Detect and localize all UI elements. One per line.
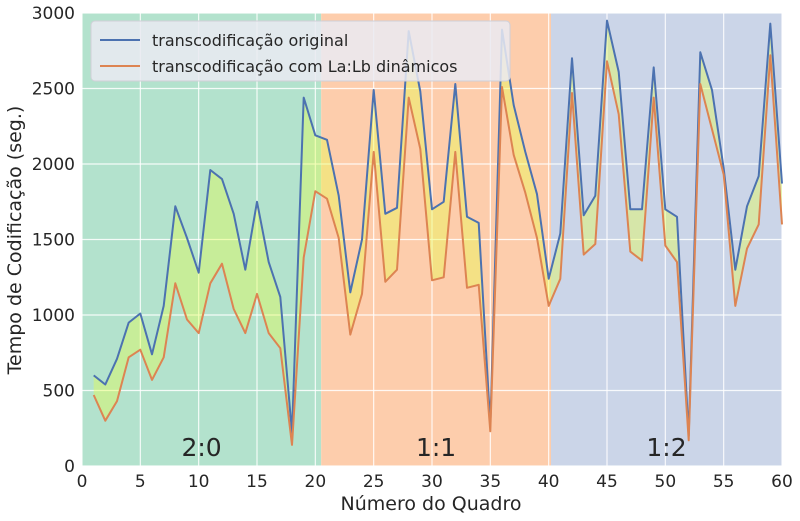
series-lines [92, 19, 783, 446]
y-tick-label: 2500 [32, 80, 75, 100]
y-tick-label: 3000 [32, 4, 75, 24]
x-tick-label: 20 [305, 472, 327, 492]
x-tick-label: 30 [421, 472, 443, 492]
series-line-0 [93, 19, 783, 437]
series-line-1 [92, 54, 783, 446]
legend-label-0: transcodificação original [152, 31, 348, 50]
y-tick-label: 0 [64, 457, 75, 477]
region-label-1: 1:1 [416, 433, 456, 462]
difference-area [93, 20, 782, 445]
y-tick-label: 1500 [32, 231, 75, 251]
region-label-2: 1:2 [646, 433, 686, 462]
y-axis-label: Tempo de Codificação (seg.) [4, 106, 26, 376]
legend-box [90, 20, 511, 82]
x-tick-label: 50 [655, 472, 677, 492]
x-tick-label: 40 [538, 472, 560, 492]
legend-label-1: transcodificação com La:Lb dinâmicos [152, 57, 458, 76]
x-tick-label: 55 [713, 472, 735, 492]
x-tick-labels: 0 5 10 15 20 25 30 35 40 45 50 55 60 [77, 472, 793, 492]
x-tick-label: 5 [135, 472, 146, 492]
x-tick-label: 10 [188, 472, 210, 492]
x-tick-label: 15 [246, 472, 268, 492]
y-tick-label: 2000 [32, 155, 75, 175]
y-tick-label: 1000 [32, 306, 75, 326]
x-tick-label: 25 [363, 472, 385, 492]
y-tick-label: 500 [43, 382, 75, 402]
x-tick-label: 60 [771, 472, 793, 492]
y-tick-labels: 0 500 1000 1500 2000 2500 3000 [32, 4, 75, 477]
legend: transcodificação original transcodificaçã… [90, 20, 511, 82]
x-tick-label: 45 [596, 472, 618, 492]
region-label-0: 2:0 [181, 433, 221, 462]
grid-lines [81, 12, 783, 467]
x-tick-label: 0 [77, 472, 88, 492]
x-tick-label: 35 [480, 472, 502, 492]
difference-fill [93, 20, 782, 445]
region-labels: 2:0 1:1 1:2 [181, 433, 686, 462]
x-axis-label: Número do Quadro [341, 493, 522, 515]
